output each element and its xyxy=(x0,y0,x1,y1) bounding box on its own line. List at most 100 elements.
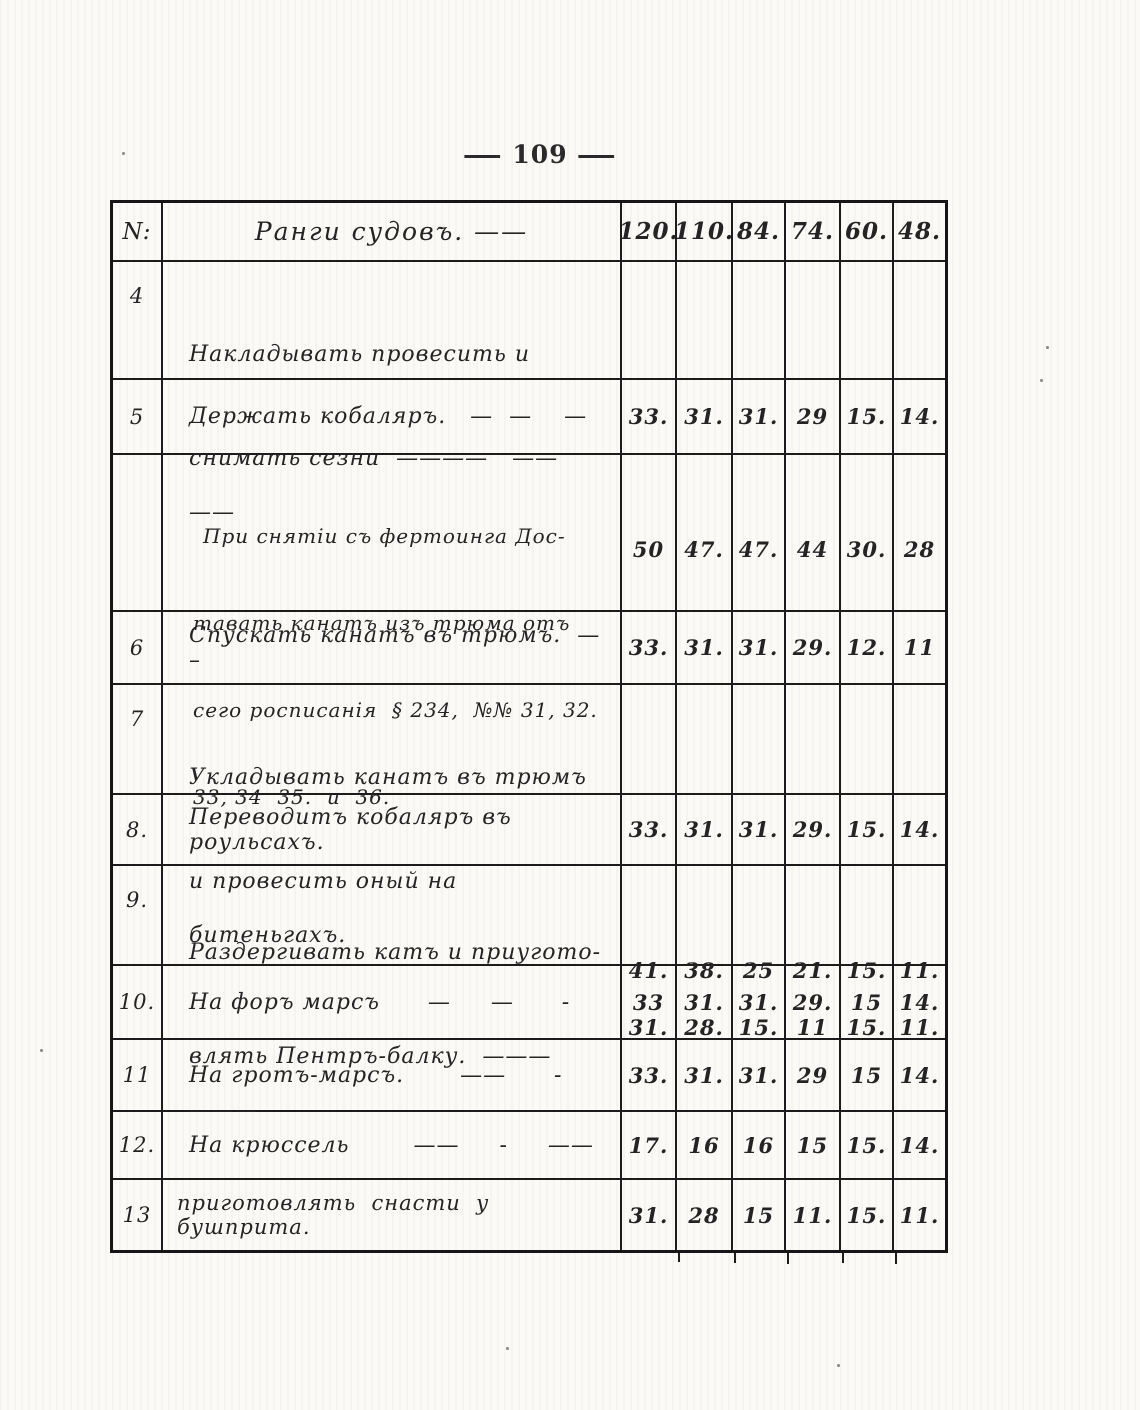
description-line: Накладывать провесить и xyxy=(189,342,530,367)
row-number: 12. xyxy=(113,1112,163,1178)
description-line: Держать кобаляръ. — — — xyxy=(189,404,588,429)
table-row-7: 7 Укладывать канатъ въ трюмъ и провесить… xyxy=(113,685,945,1013)
note-line: При снятіи съ фертоинга Дос- xyxy=(203,524,566,548)
note-line: тавать канатъ изъ трюма отъ xyxy=(193,611,571,635)
description-line: Укладывать канатъ въ трюмъ xyxy=(189,765,587,790)
value-cell: 11 xyxy=(903,635,936,660)
table-row-5: 5 Держать кобаляръ. — — — 33. 31. 31. 29… xyxy=(113,380,945,455)
description-line: На форъ марсъ — — - xyxy=(189,989,571,1015)
value-cell: 29. xyxy=(786,795,841,864)
value-cell: 15 xyxy=(841,1040,894,1110)
description-line: Переводитъ кобаляръ въ роульсахъ. xyxy=(189,804,520,855)
scan-speck xyxy=(1046,346,1049,349)
description-line: Спускать канатъ въ трюмъ. — – xyxy=(189,622,617,673)
header-rank-84: 84. xyxy=(733,203,786,260)
row-description: На гротъ-марсъ. —— - xyxy=(163,1040,622,1110)
value-cell: 11. xyxy=(786,1180,841,1250)
description-line: На крюссель —— - —— xyxy=(189,1132,594,1158)
note-line: 33, 34 35. и 36. xyxy=(193,785,391,809)
value-cell: 14. xyxy=(899,817,940,842)
table-header-row: N: Ранги судовъ. —— 120. 110. 84. 74. 60… xyxy=(113,203,945,262)
description-line: снимать сезни ———— —— —— xyxy=(189,446,591,525)
value-cell: 31. xyxy=(733,612,786,683)
row-number: 5 xyxy=(113,380,163,453)
description-line: Раздергивать катъ и приугото- xyxy=(189,940,602,965)
header-rank-48: 48. xyxy=(897,218,941,245)
ship-ranks-table: N: Ранги судовъ. —— 120. 110. 84. 74. 60… xyxy=(110,200,948,1253)
row-description: Держать кобаляръ. — — — xyxy=(163,380,622,453)
value-cell: 33. xyxy=(622,380,677,453)
row-description: Укладывать канатъ въ трюмъ и провесить о… xyxy=(163,685,622,1013)
row-number: 13 xyxy=(113,1180,163,1250)
row-description: На крюссель —— - —— xyxy=(163,1112,622,1178)
table-row-8: 8. Переводитъ кобаляръ въ роульсахъ. 33.… xyxy=(113,795,945,866)
scan-speck xyxy=(506,1347,509,1350)
value-cell: 14. xyxy=(899,404,940,429)
value-cell: 14. xyxy=(899,1062,940,1088)
line-tail xyxy=(895,1253,897,1264)
value-cell: 31. xyxy=(677,966,733,1038)
row-description: На форъ марсъ — — - xyxy=(163,966,622,1038)
value-cell: 15 xyxy=(786,1112,841,1178)
value-cell: 33. xyxy=(622,1040,677,1110)
scan-speck xyxy=(1040,379,1043,382)
row-number: 10. xyxy=(113,966,163,1038)
table-row-10: 10. На форъ марсъ — — - 33 31. 31. 29. 1… xyxy=(113,966,945,1040)
scan-speck xyxy=(837,1364,840,1367)
page-number: 109 xyxy=(512,140,568,169)
value-cell: 31. xyxy=(733,1040,786,1110)
header-rank-60: 60. xyxy=(841,203,894,260)
value-cell: 31. xyxy=(677,612,733,683)
value-cell: 15. xyxy=(841,1112,894,1178)
description-line: и провесить оный на битеньгахъ. xyxy=(189,869,466,948)
value-cell: 28 xyxy=(903,537,936,562)
table-note-row: При снятіи съ фертоинга Дос- тавать кана… xyxy=(113,455,945,865)
row-description: Переводитъ кобаляръ въ роульсахъ. xyxy=(163,795,622,864)
table-row-9: 9. Раздергивать катъ и приугото- влять П… xyxy=(113,866,945,1188)
note-line: сего росписанія § 234, №№ 31, 32. xyxy=(193,698,598,722)
table-row-4: 4 Накладывать провесить и снимать сезни … xyxy=(113,262,945,590)
value-cell: 31. xyxy=(733,380,786,453)
table-row-6: 6 Спускать канатъ въ трюмъ. — – 33. 31. … xyxy=(113,612,945,685)
value-cell: 29 xyxy=(786,380,841,453)
value-cell: 31. xyxy=(733,795,786,864)
value-cell: 11. xyxy=(899,1202,940,1228)
page-number-header: — 109 — xyxy=(455,140,625,169)
value-cell: 29. xyxy=(786,612,841,683)
row-description: Накладывать провесить и снимать сезни ——… xyxy=(163,262,622,590)
line-tail xyxy=(787,1253,789,1264)
value-cell: 14. xyxy=(899,989,940,1015)
value-cell: 33 xyxy=(622,966,677,1038)
value-cell: 31. xyxy=(677,1040,733,1110)
header-rank-74: 74. xyxy=(786,203,841,260)
header-rank-120: 120. xyxy=(618,203,678,260)
value-cell: 33. xyxy=(622,612,677,683)
value-cell: 14. xyxy=(899,1132,940,1158)
description-line: приготовлять снасти у бушприта. xyxy=(177,1191,498,1239)
value-cell: 17. xyxy=(622,1112,677,1178)
value-cell: 29. xyxy=(786,966,841,1038)
value-cell: 16 xyxy=(677,1112,733,1178)
value-cell: 15. xyxy=(841,795,894,864)
value-cell: 15. xyxy=(841,1180,894,1250)
value-cell: 33. xyxy=(622,795,677,864)
scan-speck xyxy=(122,152,125,155)
row-description: Раздергивать катъ и приугото- влять Пент… xyxy=(163,866,622,1188)
value-cell: 31. xyxy=(677,795,733,864)
description-line: влять Пентръ-балку. ——— ——— xyxy=(189,1044,584,1123)
page-number-dash-left: — xyxy=(462,140,505,169)
header-title: Ранги судовъ. —— xyxy=(163,203,622,260)
value-cell: 31. xyxy=(677,380,733,453)
line-tail xyxy=(734,1253,736,1263)
description-line: На гротъ-марсъ. —— - xyxy=(189,1062,563,1088)
line-tail xyxy=(842,1253,844,1263)
table-row-13: 13 приготовлять снасти у бушприта. 31. 2… xyxy=(113,1180,945,1250)
line-tail xyxy=(678,1253,680,1262)
row-number: 11 xyxy=(113,1040,163,1110)
value-cell: 29 xyxy=(786,1040,841,1110)
row-number: 6 xyxy=(113,612,163,683)
value-cell: 11. xyxy=(899,958,940,983)
value-cell: 12. xyxy=(841,612,894,683)
value-cell: 11. xyxy=(899,1014,940,1040)
header-rank-110: 110. xyxy=(674,203,733,260)
